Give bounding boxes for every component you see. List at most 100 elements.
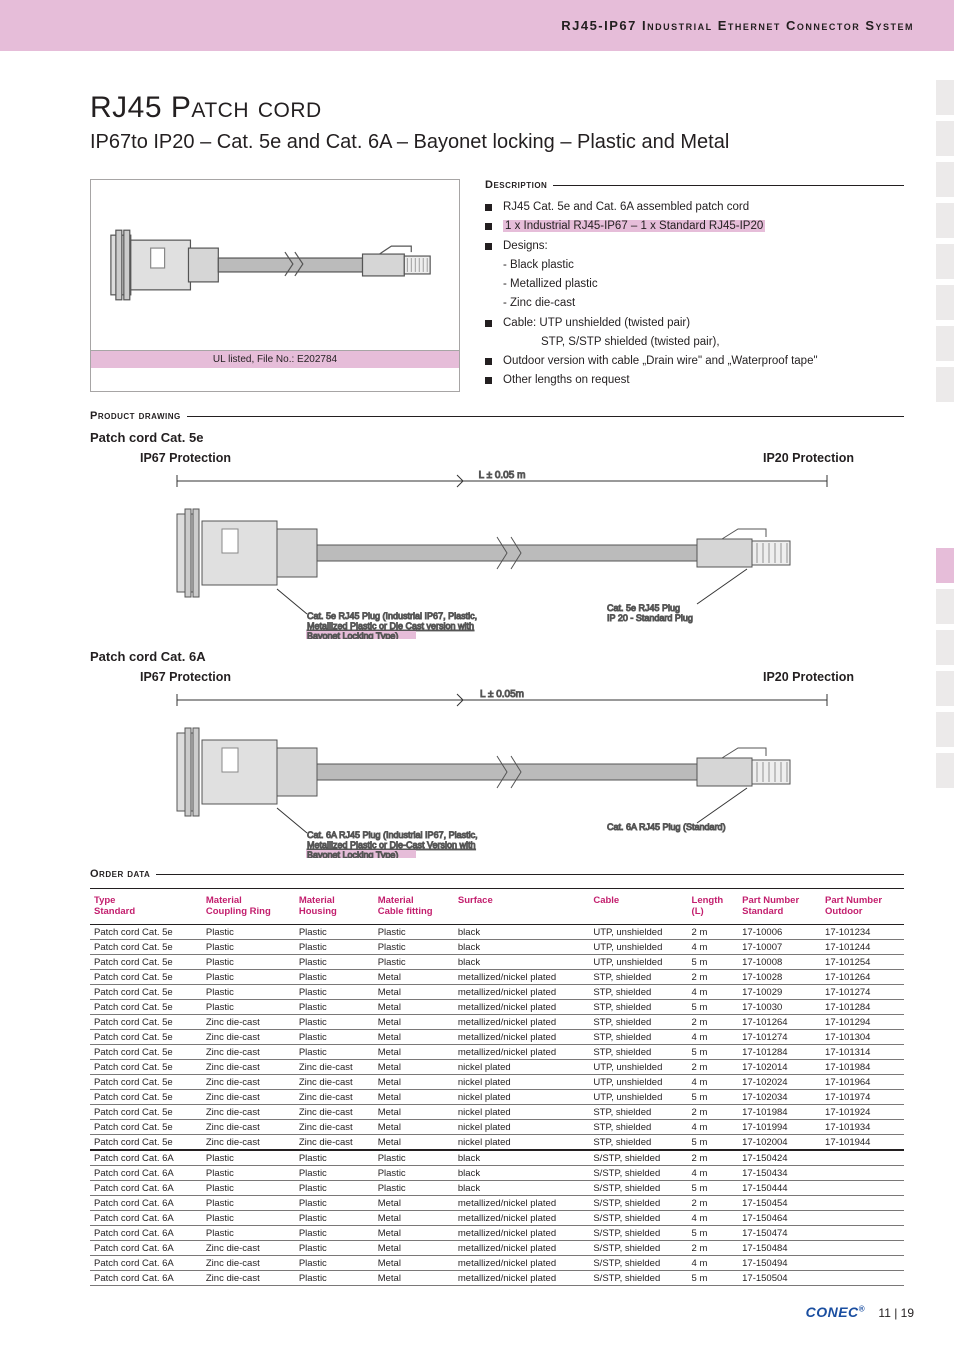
description-label: Description [485, 179, 904, 191]
table-cell: Plastic [295, 1256, 374, 1271]
table-header: MaterialCoupling Ring [202, 888, 295, 925]
table-cell: 4 m [688, 1211, 739, 1226]
svg-text:Bayonet Locking Type): Bayonet Locking Type) [307, 631, 398, 639]
desc-subitem: - Metallized plastic [485, 276, 904, 293]
table-header: Part NumberOutdoor [821, 888, 904, 925]
table-cell: Patch cord Cat. 5e [90, 1000, 202, 1015]
table-cell: 2 m [688, 1015, 739, 1030]
table-cell: 17-101234 [821, 925, 904, 940]
side-tab[interactable] [936, 671, 954, 706]
table-cell: nickel plated [454, 1060, 589, 1075]
svg-text:Bayonet Locking Type): Bayonet Locking Type) [307, 850, 398, 858]
table-cell: 17-101254 [821, 955, 904, 970]
table-cell: Metal [374, 1030, 454, 1045]
table-cell: nickel plated [454, 1075, 589, 1090]
svg-text:Metallized Plastic or Die-Cast: Metallized Plastic or Die-Cast Version w… [307, 840, 476, 850]
table-cell: black [454, 955, 589, 970]
table-cell: 5 m [688, 1090, 739, 1105]
table-cell: Plastic [202, 925, 295, 940]
table-cell: metallized/nickel plated [454, 1256, 589, 1271]
svg-text:Cat. 5e RJ45 Plug (Industrial: Cat. 5e RJ45 Plug (Industrial IP67, Plas… [307, 611, 477, 621]
table-cell: Zinc die-cast [295, 1060, 374, 1075]
svg-text:Metallized Plastic or Die Cast: Metallized Plastic or Die Cast version w… [307, 621, 474, 631]
side-tab[interactable] [936, 285, 954, 320]
table-cell: Zinc die-cast [202, 1045, 295, 1060]
table-cell: S/STP, shielded [589, 1181, 687, 1196]
side-tab[interactable] [936, 712, 954, 747]
table-cell: S/STP, shielded [589, 1271, 687, 1286]
table-cell: 17-10030 [738, 1000, 821, 1015]
table-cell: Plastic [202, 1181, 295, 1196]
table-cell: S/STP, shielded [589, 1196, 687, 1211]
table-cell: Plastic [374, 940, 454, 955]
table-row: Patch cord Cat. 5eZinc die-castZinc die-… [90, 1060, 904, 1075]
table-row: Patch cord Cat. 6APlasticPlasticPlasticb… [90, 1166, 904, 1181]
table-cell: STP, shielded [589, 1000, 687, 1015]
table-cell: Plastic [295, 970, 374, 985]
table-cell: 4 m [688, 1256, 739, 1271]
side-tab[interactable] [936, 121, 954, 156]
table-cell: Zinc die-cast [202, 1090, 295, 1105]
hero-image-box: UL listed, File No.: E202784 [90, 179, 460, 392]
table-cell: metallized/nickel plated [454, 1271, 589, 1286]
side-tab[interactable] [936, 162, 954, 197]
table-cell: Patch cord Cat. 5e [90, 1105, 202, 1120]
hero-image-area [91, 180, 459, 350]
desc-item: 1 x Industrial RJ45-IP67 – 1 x Standard … [485, 218, 904, 235]
table-cell: Zinc die-cast [295, 1075, 374, 1090]
side-tab[interactable] [936, 80, 954, 115]
table-row: Patch cord Cat. 5ePlasticPlasticMetalmet… [90, 1000, 904, 1015]
table-cell: Patch cord Cat. 5e [90, 955, 202, 970]
table-cell: 17-101284 [738, 1045, 821, 1060]
table-cell: Patch cord Cat. 5e [90, 1090, 202, 1105]
page-footer: CONEC® 11 | 19 [0, 1286, 954, 1320]
table-cell: metallized/nickel plated [454, 1045, 589, 1060]
table-cell: Plastic [374, 1166, 454, 1181]
table-cell: Zinc die-cast [202, 1135, 295, 1151]
side-tab[interactable] [936, 367, 954, 402]
table-cell: nickel plated [454, 1135, 589, 1151]
table-cell: black [454, 1181, 589, 1196]
table-cell: Zinc die-cast [202, 1241, 295, 1256]
table-cell: Zinc die-cast [202, 1030, 295, 1045]
table-cell: 5 m [688, 1135, 739, 1151]
table-cell: UTP, unshielded [589, 940, 687, 955]
table-cell: metallized/nickel plated [454, 1000, 589, 1015]
description-column: Description RJ45 Cat. 5e and Cat. 6A ass… [485, 179, 904, 392]
table-cell: UTP, unshielded [589, 1075, 687, 1090]
side-tab[interactable] [936, 589, 954, 624]
table-cell: nickel plated [454, 1120, 589, 1135]
svg-text:L ± 0.05m: L ± 0.05m [480, 689, 524, 700]
protection-row: IP67 ProtectionIP20 Protection [90, 451, 904, 465]
table-row: Patch cord Cat. 6AZinc die-castPlasticMe… [90, 1241, 904, 1256]
table-cell: 5 m [688, 1181, 739, 1196]
side-tab-active[interactable] [936, 548, 954, 583]
table-cell: Plastic [374, 1181, 454, 1196]
table-cell: S/STP, shielded [589, 1166, 687, 1181]
side-tab[interactable] [936, 203, 954, 238]
table-cell: Patch cord Cat. 5e [90, 925, 202, 940]
table-cell: 4 m [688, 1030, 739, 1045]
table-cell: Zinc die-cast [295, 1120, 374, 1135]
table-cell [821, 1256, 904, 1271]
table-cell: 17-102034 [738, 1090, 821, 1105]
side-tab[interactable] [936, 630, 954, 665]
table-cell: 5 m [688, 1045, 739, 1060]
table-row: Patch cord Cat. 5eZinc die-castPlasticMe… [90, 1015, 904, 1030]
page-header: RJ45-IP67 Industrial Ethernet Connector … [0, 0, 954, 51]
footer-page-number: 11 | 19 [878, 1306, 914, 1320]
table-cell: Patch cord Cat. 6A [90, 1181, 202, 1196]
table-cell: Patch cord Cat. 5e [90, 1075, 202, 1090]
table-header: MaterialCable fitting [374, 888, 454, 925]
desc-subitem: STP, S/STP shielded (twisted pair), [485, 334, 904, 351]
table-cell: metallized/nickel plated [454, 1211, 589, 1226]
table-cell: 17-150474 [738, 1226, 821, 1241]
side-tab[interactable] [936, 244, 954, 279]
table-cell: 17-102014 [738, 1060, 821, 1075]
side-tab[interactable] [936, 326, 954, 361]
table-cell: Plastic [202, 1150, 295, 1166]
table-cell: 17-150464 [738, 1211, 821, 1226]
side-tab[interactable] [936, 753, 954, 788]
table-cell: nickel plated [454, 1105, 589, 1120]
table-row: Patch cord Cat. 6APlasticPlasticPlasticb… [90, 1150, 904, 1166]
